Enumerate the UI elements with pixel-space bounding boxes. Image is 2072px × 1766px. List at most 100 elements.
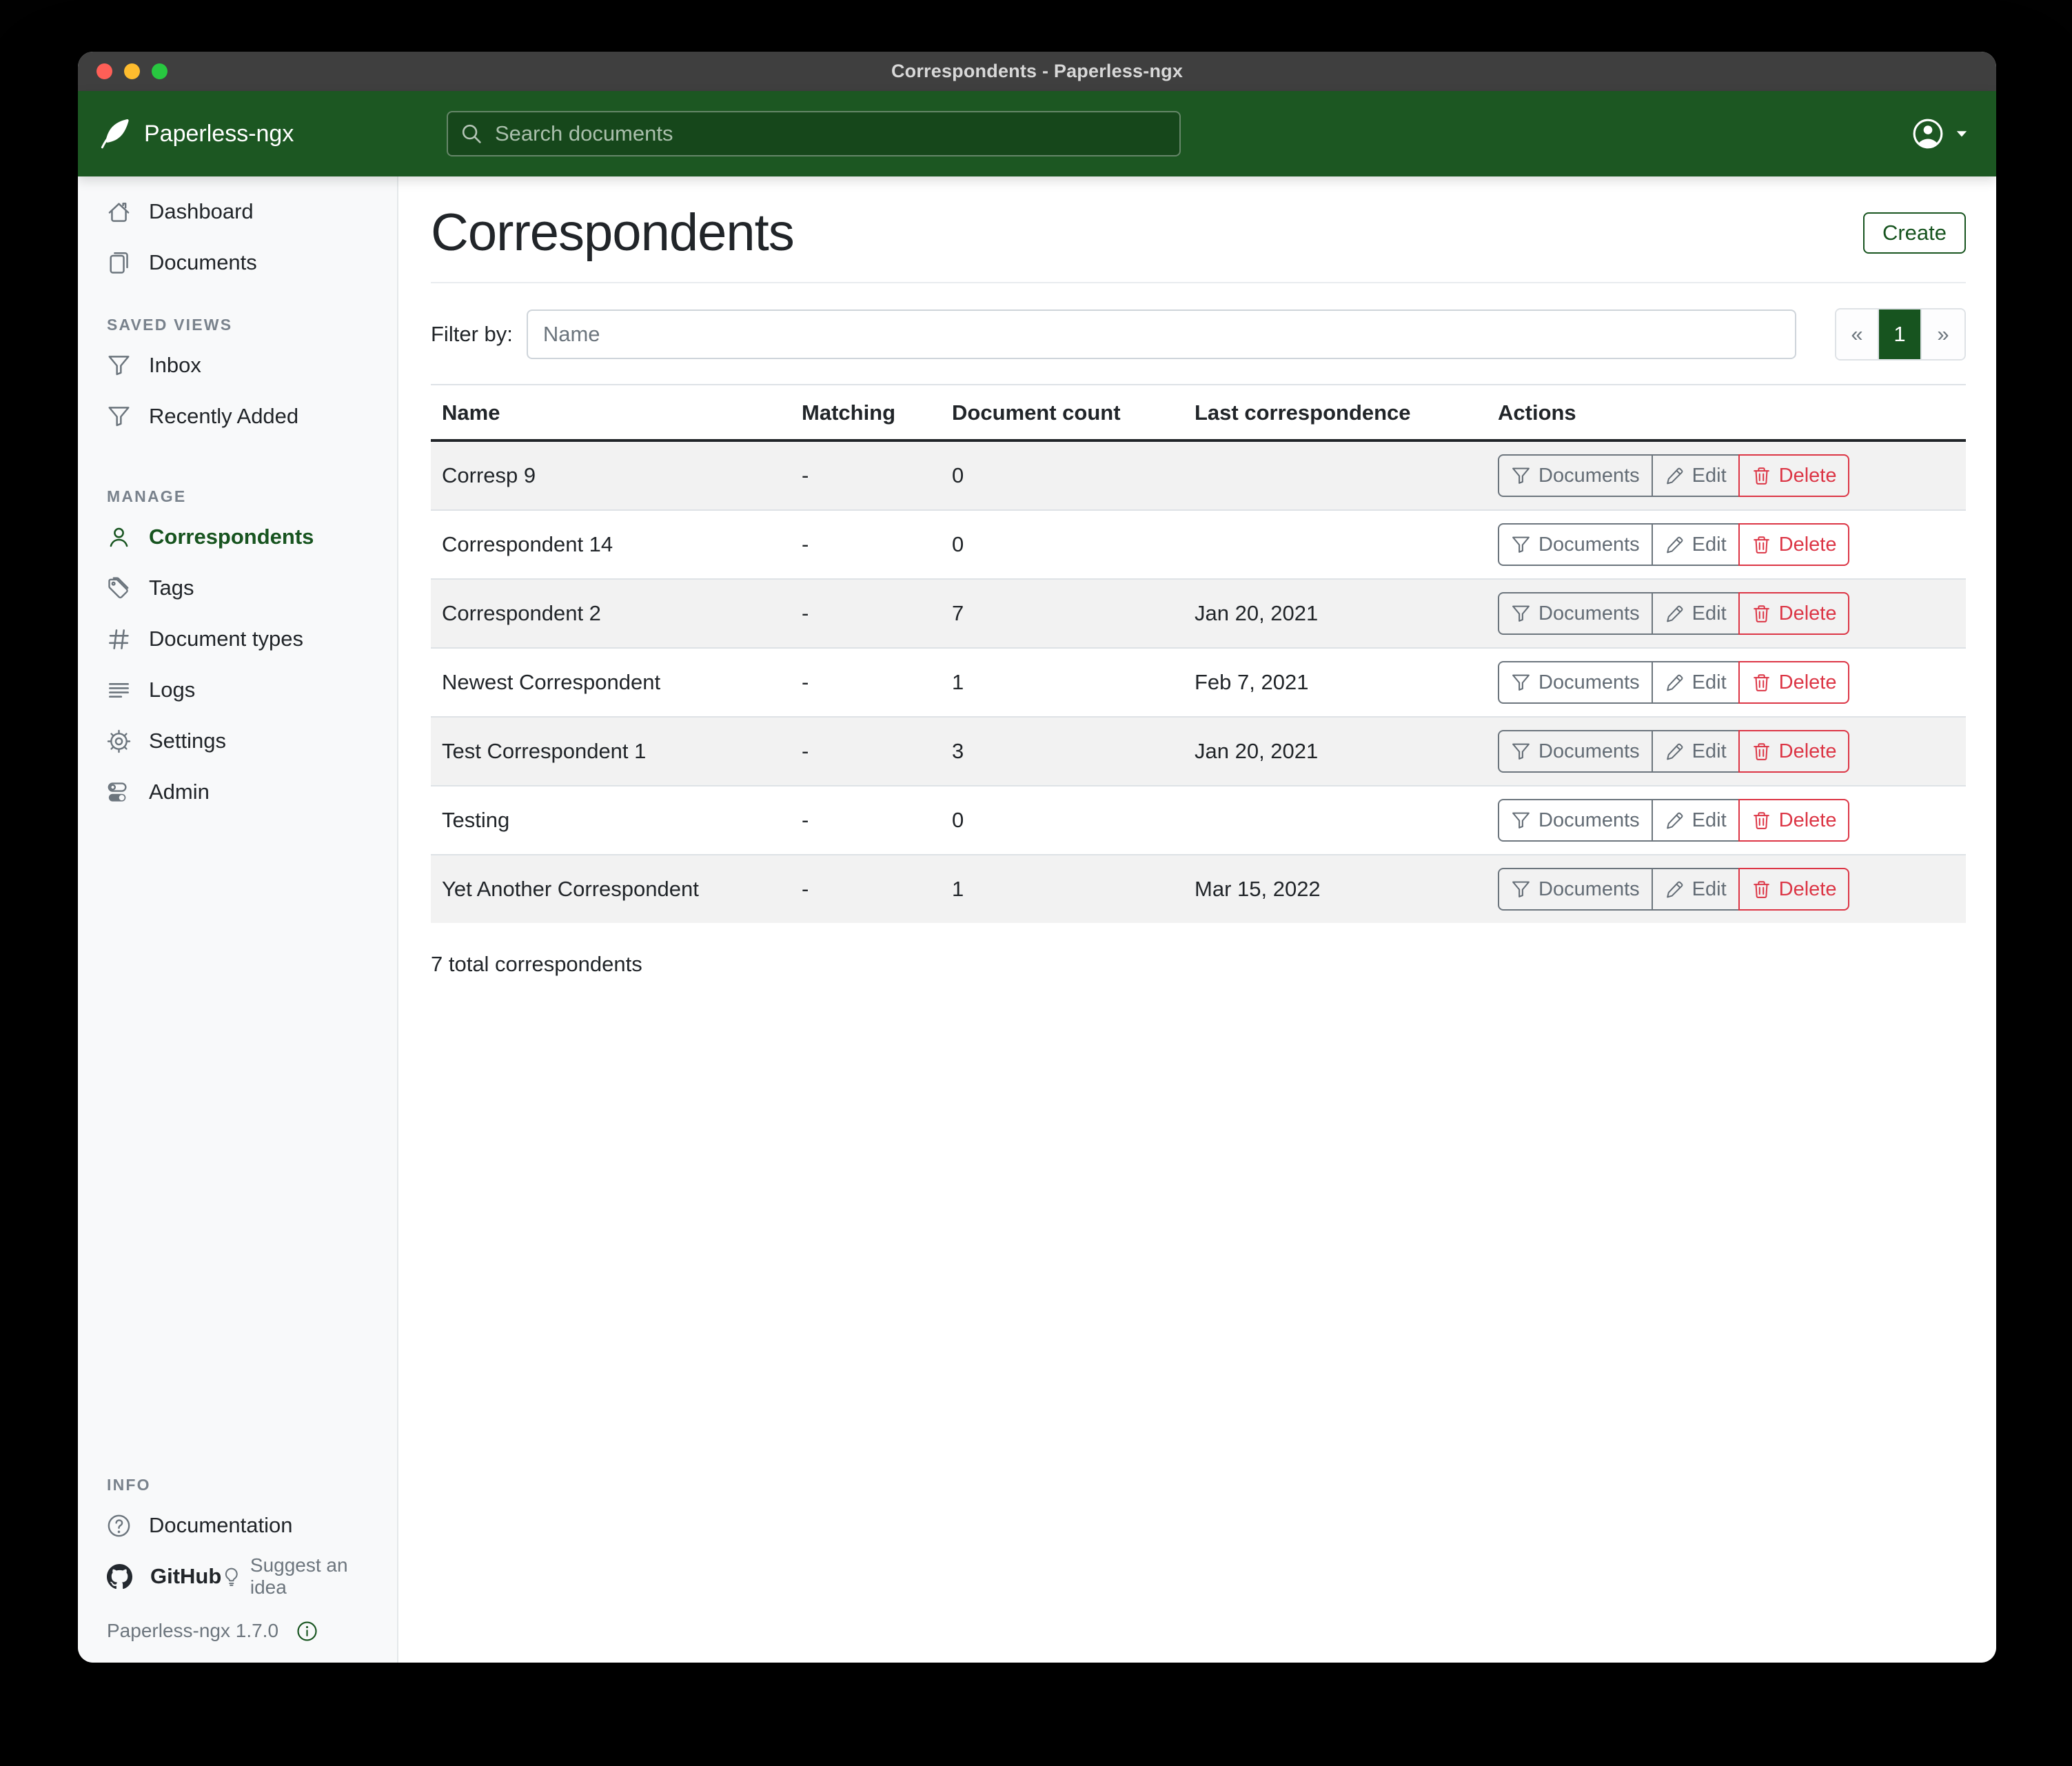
sidebar-item-document-types[interactable]: Document types — [78, 613, 397, 664]
edit-button[interactable]: Edit — [1651, 592, 1740, 635]
manage-header: MANAGE — [107, 487, 187, 505]
pagination: « 1 » — [1835, 308, 1966, 361]
delete-button[interactable]: Delete — [1738, 868, 1850, 911]
delete-button[interactable]: Delete — [1738, 523, 1850, 566]
edit-button[interactable]: Edit — [1651, 661, 1740, 704]
user-menu-toggle[interactable] — [1912, 118, 1970, 150]
sidebar-item-correspondents[interactable]: Correspondents — [78, 511, 397, 562]
documents-button[interactable]: Documents — [1498, 730, 1653, 773]
app-window: Correspondents - Paperless-ngx Paperless… — [78, 52, 1996, 1663]
delete-button[interactable]: Delete — [1738, 799, 1850, 842]
zoom-button[interactable] — [152, 63, 167, 79]
cell-document-count: 1 — [941, 647, 1184, 717]
hash-icon — [107, 627, 131, 651]
pagination-prev-button[interactable]: « — [1836, 309, 1879, 359]
sidebar-item-recently-added[interactable]: Recently Added — [78, 391, 397, 442]
documents-button[interactable]: Documents — [1498, 799, 1653, 842]
sidebar-item-tags[interactable]: Tags — [78, 562, 397, 613]
edit-button[interactable]: Edit — [1651, 799, 1740, 842]
cell-actions: Documents Edit Delete — [1487, 785, 1966, 855]
sidebar-item-label: Logs — [149, 678, 196, 702]
suggest-idea-link[interactable]: Suggest an idea — [221, 1554, 383, 1598]
titlebar: Correspondents - Paperless-ngx — [78, 52, 1996, 91]
delete-button[interactable]: Delete — [1738, 454, 1850, 497]
edit-button[interactable]: Edit — [1651, 868, 1740, 911]
github-icon — [107, 1564, 132, 1590]
sidebar-item-dashboard[interactable]: Dashboard — [78, 186, 397, 237]
edit-button[interactable]: Edit — [1651, 454, 1740, 497]
brand[interactable]: Paperless-ngx — [78, 117, 398, 150]
cell-last-correspondence: Jan 20, 2021 — [1184, 716, 1487, 786]
cell-name: Testing — [431, 785, 791, 855]
sidebar-item-documentation[interactable]: Documentation — [78, 1500, 397, 1551]
cell-actions: Documents Edit Delete — [1487, 578, 1966, 648]
column-header-name: Name — [431, 384, 791, 442]
sidebar-item-inbox[interactable]: Inbox — [78, 340, 397, 391]
documents-button[interactable]: Documents — [1498, 661, 1653, 704]
delete-button[interactable]: Delete — [1738, 592, 1850, 635]
suggest-idea-label: Suggest an idea — [250, 1554, 348, 1598]
sidebar: Dashboard Documents SAVED VIEWS Inbox Re… — [78, 176, 398, 1663]
delete-button[interactable]: Delete — [1738, 661, 1850, 704]
toggles-icon — [107, 780, 131, 804]
edit-button[interactable]: Edit — [1651, 523, 1740, 566]
app-version: Paperless-ngx 1.7.0 — [107, 1620, 279, 1641]
table-body: Corresp 9 - 0 Documents Edit Delete Cor — [431, 440, 1966, 923]
info-header: INFO — [107, 1476, 151, 1494]
cell-last-correspondence — [1184, 785, 1487, 855]
cell-actions: Documents Edit Delete — [1487, 854, 1966, 923]
column-header-actions: Actions — [1487, 384, 1966, 442]
documents-button[interactable]: Documents — [1498, 523, 1653, 566]
leaf-icon — [99, 117, 132, 150]
cell-document-count: 0 — [941, 509, 1184, 579]
sidebar-item-label: Recently Added — [149, 404, 299, 428]
edit-button[interactable]: Edit — [1651, 730, 1740, 773]
documents-button[interactable]: Documents — [1498, 454, 1653, 497]
window-title: Correspondents - Paperless-ngx — [891, 61, 1184, 81]
trash-icon — [1751, 742, 1771, 762]
divider — [431, 282, 1966, 283]
trash-icon — [1751, 811, 1771, 831]
gear-icon — [107, 729, 131, 753]
sidebar-item-admin[interactable]: Admin — [78, 767, 397, 818]
search-input[interactable] — [494, 121, 1167, 147]
documents-button[interactable]: Documents — [1498, 592, 1653, 635]
cell-actions: Documents Edit Delete — [1487, 716, 1966, 786]
total-count-text: 7 total correspondents — [431, 952, 642, 976]
name-filter-input[interactable] — [526, 309, 1796, 359]
documents-button[interactable]: Documents — [1498, 868, 1653, 911]
github-row: GitHub Suggest an idea — [78, 1551, 397, 1602]
trash-icon — [1751, 673, 1771, 693]
cell-last-correspondence: Feb 7, 2021 — [1184, 647, 1487, 717]
delete-button[interactable]: Delete — [1738, 730, 1850, 773]
sidebar-item-github[interactable]: GitHub — [107, 1564, 221, 1590]
minimize-button[interactable] — [124, 63, 140, 79]
create-button[interactable]: Create — [1862, 212, 1966, 254]
info-circle-icon[interactable] — [296, 1621, 318, 1642]
cell-actions: Documents Edit Delete — [1487, 440, 1966, 510]
pencil-icon — [1665, 880, 1685, 900]
cell-last-correspondence: Mar 15, 2022 — [1184, 854, 1487, 923]
search-icon — [460, 123, 483, 145]
row-actions: Documents Edit Delete — [1498, 799, 1850, 842]
filter-row: Filter by: « 1 » — [431, 308, 1966, 361]
sidebar-item-documents[interactable]: Documents — [78, 237, 397, 288]
sidebar-item-label: Correspondents — [149, 525, 314, 549]
list-icon — [107, 678, 131, 702]
filter-label: Filter by: — [431, 322, 513, 346]
chevron-down-icon — [1953, 125, 1970, 142]
cell-document-count: 7 — [941, 578, 1184, 648]
sidebar-item-logs[interactable]: Logs — [78, 664, 397, 715]
pagination-page-1-button[interactable]: 1 — [1879, 309, 1922, 359]
main-content: Correspondents Create Filter by: « 1 » — [398, 176, 1996, 1663]
sidebar-item-settings[interactable]: Settings — [78, 715, 397, 767]
cell-name: Corresp 9 — [431, 440, 791, 510]
cell-matching: - — [791, 578, 941, 648]
search-box — [447, 111, 1181, 156]
funnel-icon — [1511, 535, 1531, 555]
cell-matching: - — [791, 854, 941, 923]
close-button[interactable] — [97, 63, 112, 79]
window-controls — [97, 52, 167, 91]
cell-name: Correspondent 2 — [431, 578, 791, 648]
pagination-next-button[interactable]: » — [1922, 309, 1964, 359]
